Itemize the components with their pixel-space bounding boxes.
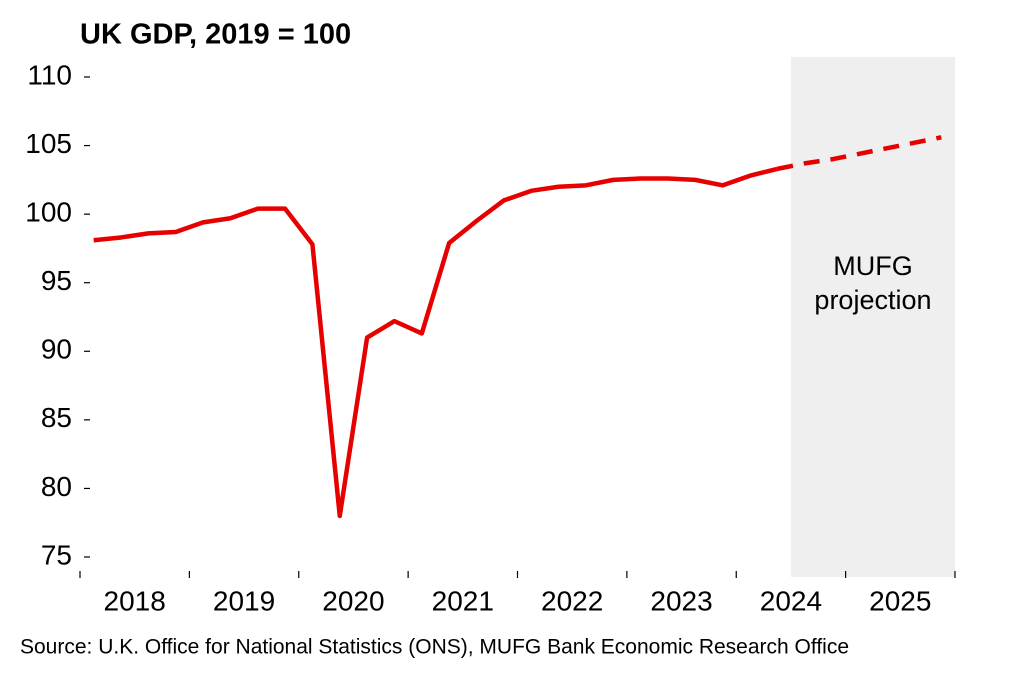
annotation: MUFG (833, 251, 912, 281)
projection-shade (790, 57, 955, 577)
line-series (93, 166, 778, 519)
x-tick-label: 2018 (104, 585, 166, 616)
chart-title: UK GDP, 2019 = 100 (80, 19, 351, 51)
line-series (776, 135, 942, 172)
y-tick-label: 95 (41, 265, 72, 296)
y-tick-label: 80 (41, 471, 72, 502)
x-tick-label: 2023 (650, 585, 712, 616)
x-tick-label: 2021 (432, 585, 494, 616)
y-tick-label: 85 (41, 402, 72, 433)
x-tick-label: 2022 (541, 585, 603, 616)
source-note: Source: U.K. Office for National Statist… (20, 636, 849, 659)
y-tick-label: 75 (41, 539, 72, 570)
y-tick-label: 90 (41, 334, 72, 365)
y-tick-label: 100 (25, 197, 72, 228)
annotation: projection (814, 285, 931, 315)
shade-layer (790, 57, 955, 577)
x-tick-label: 2024 (760, 585, 822, 616)
y-tick-label: 105 (25, 128, 72, 159)
x-tick-label: 2025 (869, 585, 931, 616)
y-tick-label: 110 (27, 59, 72, 90)
x-tick-label: 2020 (322, 585, 384, 616)
x-tick-label: 2019 (213, 585, 275, 616)
